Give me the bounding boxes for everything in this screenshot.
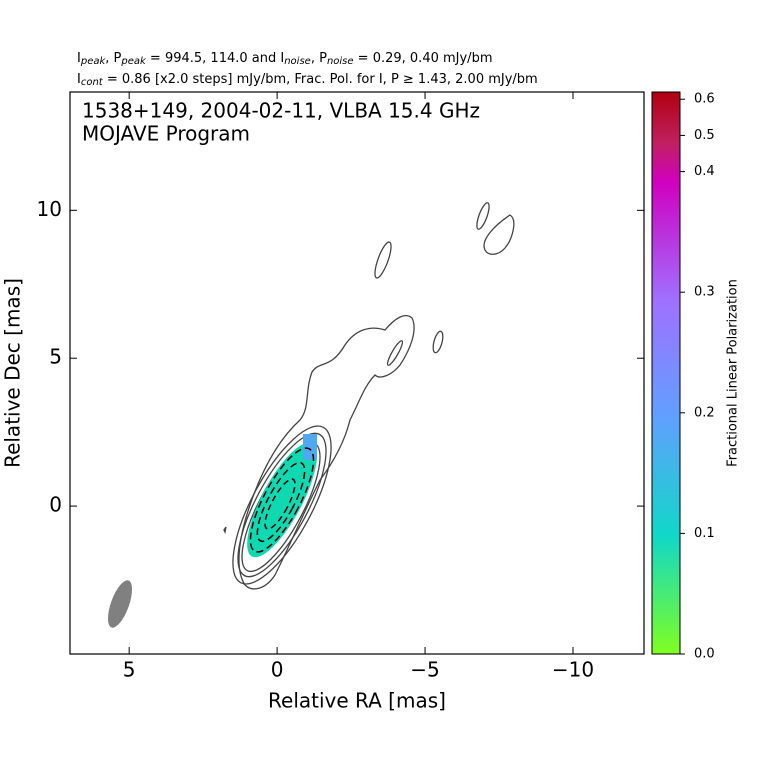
x-tick-label: −5 [410,658,439,682]
x-axis-label: Relative RA [mas] [268,689,446,713]
plot-title: 1538+149, 2004-02-11, VLBA 15.4 GHz [82,99,480,123]
subscript: noise [284,56,311,67]
y-tick-label: 10 [37,197,62,221]
contour [249,447,315,553]
header-text: I [77,51,81,66]
colorbar-tick-label: 0.6 [694,92,715,107]
beam [107,580,133,628]
contour [432,330,444,354]
x-tick-label: −10 [552,658,594,682]
colorbar-tick-label: 0.4 [694,164,715,179]
colorbar-tick-label: 0.1 [694,526,715,541]
header-text: , P [311,51,327,66]
colorbar-tick-label: 0.3 [694,285,715,300]
y-tick-label: 5 [49,345,62,369]
contour [264,478,296,530]
x-tick-label: 5 [123,658,136,682]
contour [374,241,392,279]
contour [256,461,306,543]
colorbar-tick-label: 0.5 [694,128,715,143]
plot-title: MOJAVE Program [82,122,250,146]
colorbar-tick-label: 0.2 [694,405,715,420]
header-text: = 0.29, 0.40 mJy/bm [354,51,493,66]
plot-frame [69,91,645,655]
y-axis-label: Relative Dec [mas] [1,278,25,468]
colorbar-tick-label: 0.0 [694,647,715,662]
contour [232,425,332,585]
contour [238,315,415,590]
header-text: , P [105,51,121,66]
header-text: I [77,72,81,87]
colorbar [651,91,681,655]
subscript: noise [327,56,354,67]
contour [386,340,404,366]
subscript: peak [120,56,147,67]
header-text: = 0.86 [x2.0 steps] mJy/bm, Frac. Pol. f… [103,72,538,87]
contour [483,214,515,255]
header-line: Icont = 0.86 [x2.0 steps] mJy/bm, Frac. … [77,72,538,89]
polarization [303,434,317,460]
polarization [247,442,317,558]
contour-map [107,202,515,628]
subscript: peak [80,56,107,67]
contour [237,432,327,578]
header-text: = 994.5, 114.0 and I [146,51,284,66]
colorbar-label: Fractional Linear Polarization [726,279,741,467]
x-tick-label: 0 [271,658,284,682]
header-line: Ipeak, Ppeak = 994.5, 114.0 and Inoise, … [77,51,492,68]
y-tick-label: 0 [49,493,62,517]
subscript: cont [81,77,104,88]
contour [223,526,227,534]
contour [476,202,490,230]
